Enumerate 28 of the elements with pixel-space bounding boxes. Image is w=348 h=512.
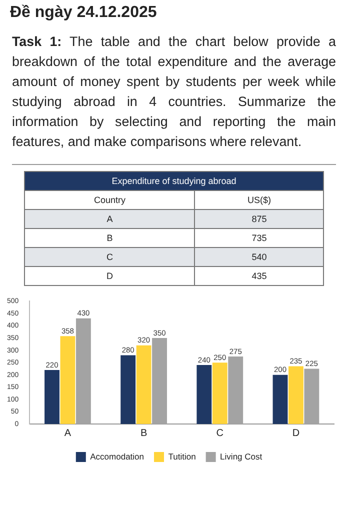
bar xyxy=(288,366,304,424)
category-label: B xyxy=(24,228,195,248)
bar xyxy=(196,365,212,424)
category-label: C xyxy=(24,248,195,266)
text: Task 1: The table and the chart below provide a breakdown of the total expenditure and the average amount of money spent by students per week while studying abroad in 4 countries. Summarize the information by selecting and reporting the main features, and make comparisons where relevant. xyxy=(12,33,336,151)
category-label: D xyxy=(24,266,195,286)
bar xyxy=(44,370,60,424)
data-label: 735 xyxy=(194,228,324,248)
text: US($) xyxy=(194,190,324,210)
bar xyxy=(212,362,228,424)
data-label: 875 xyxy=(194,210,324,228)
text: Đề ngày 24.12.2025 xyxy=(10,4,158,22)
legend-label: Accomodation xyxy=(90,451,144,462)
x-tick-label: D xyxy=(292,428,300,439)
x-tick-label: A xyxy=(64,428,72,439)
category-label: A xyxy=(24,210,195,228)
bar xyxy=(272,374,288,424)
legend-label: Living Cost xyxy=(220,451,263,462)
text: Country xyxy=(24,190,195,210)
data-label: 435 xyxy=(194,266,324,286)
legend-label: Tutition xyxy=(168,451,196,462)
bar xyxy=(136,345,152,424)
data-label: 540 xyxy=(194,248,324,266)
bar xyxy=(120,355,136,424)
x-tick-label: C xyxy=(216,428,224,439)
text: Expenditure of studying abroad xyxy=(24,172,324,190)
x-tick-label: B xyxy=(140,428,148,439)
bar xyxy=(60,336,76,424)
